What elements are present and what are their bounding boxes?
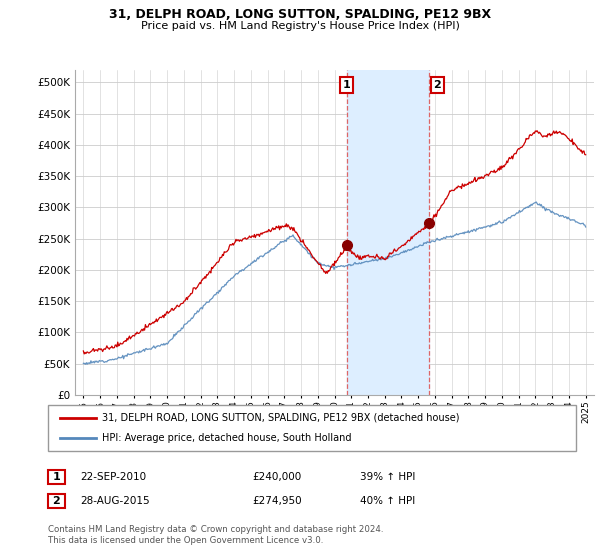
Text: 40% ↑ HPI: 40% ↑ HPI: [360, 496, 415, 506]
Text: 2: 2: [434, 80, 442, 90]
Text: 39% ↑ HPI: 39% ↑ HPI: [360, 472, 415, 482]
Text: 28-AUG-2015: 28-AUG-2015: [80, 496, 149, 506]
Text: 1: 1: [343, 80, 350, 90]
Text: HPI: Average price, detached house, South Holland: HPI: Average price, detached house, Sout…: [102, 433, 352, 443]
Text: Contains HM Land Registry data © Crown copyright and database right 2024.
This d: Contains HM Land Registry data © Crown c…: [48, 525, 383, 545]
Text: 22-SEP-2010: 22-SEP-2010: [80, 472, 146, 482]
Text: Price paid vs. HM Land Registry's House Price Index (HPI): Price paid vs. HM Land Registry's House …: [140, 21, 460, 31]
Text: £274,950: £274,950: [252, 496, 302, 506]
Text: 31, DELPH ROAD, LONG SUTTON, SPALDING, PE12 9BX (detached house): 31, DELPH ROAD, LONG SUTTON, SPALDING, P…: [102, 413, 460, 423]
Text: 31, DELPH ROAD, LONG SUTTON, SPALDING, PE12 9BX: 31, DELPH ROAD, LONG SUTTON, SPALDING, P…: [109, 8, 491, 21]
Text: 2: 2: [53, 496, 60, 506]
Text: 1: 1: [53, 472, 60, 482]
Bar: [347, 70, 429, 395]
Text: £240,000: £240,000: [252, 472, 301, 482]
